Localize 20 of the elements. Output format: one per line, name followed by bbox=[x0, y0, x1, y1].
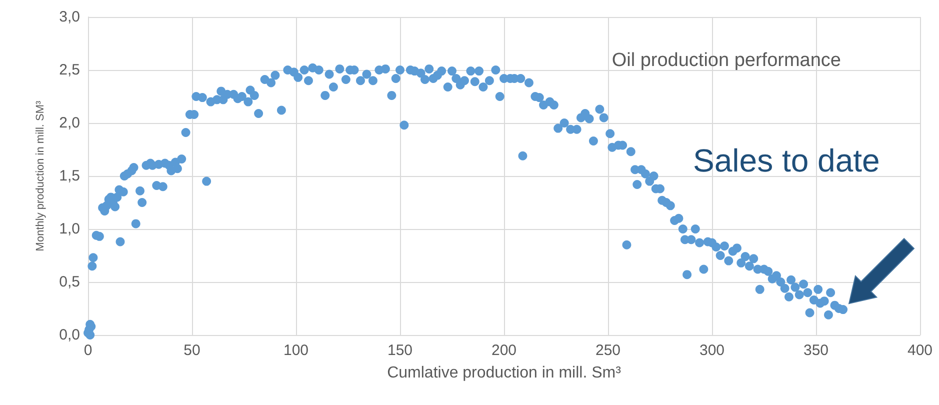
x-tick-label: 400 bbox=[907, 342, 933, 359]
x-tick-label: 350 bbox=[803, 342, 829, 359]
y-tick-label: 0,5 bbox=[59, 274, 80, 290]
y-tick-label: 0,0 bbox=[59, 326, 80, 344]
annotation: Oil production performance bbox=[612, 50, 842, 71]
x-axis-title: Cumlative production in mill. Sm³ bbox=[387, 364, 622, 382]
y-tick-label: 1,5 bbox=[59, 168, 80, 184]
x-tick-label: 200 bbox=[491, 342, 517, 359]
y-tick-label: 2,0 bbox=[59, 114, 80, 132]
x-tick-label: 100 bbox=[283, 342, 309, 359]
y-tick-label: 1,0 bbox=[59, 220, 80, 238]
x-tick-label: 250 bbox=[595, 342, 621, 359]
y-axis-title: Monthly production in mill. SM³ bbox=[34, 100, 46, 252]
x-tick-label: 300 bbox=[699, 342, 725, 359]
annotation: Sales to date bbox=[693, 142, 880, 179]
x-tick-label: 150 bbox=[387, 342, 413, 359]
x-tick-label: 50 bbox=[184, 342, 200, 359]
x-tick-label: 0 bbox=[84, 342, 92, 359]
y-tick-label: 3,0 bbox=[59, 8, 80, 26]
y-tick-label: 2,5 bbox=[59, 62, 80, 78]
